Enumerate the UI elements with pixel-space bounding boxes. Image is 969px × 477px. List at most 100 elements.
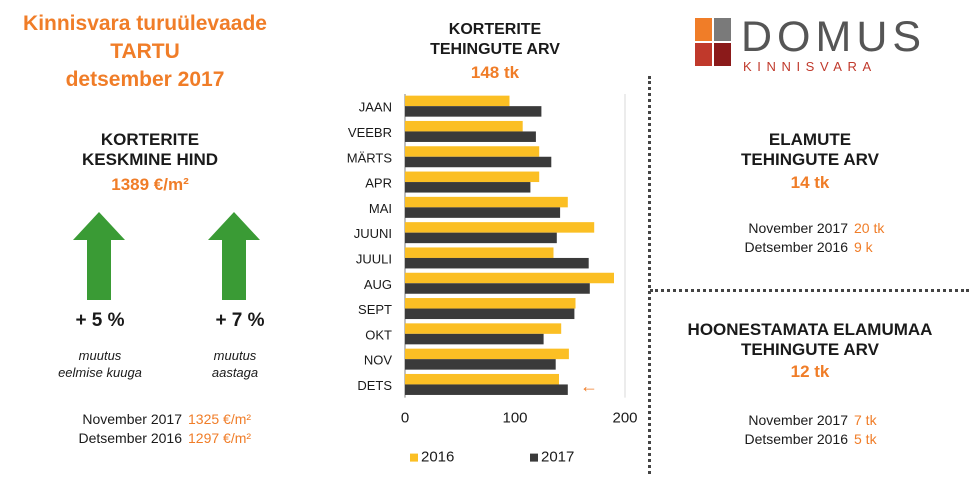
houses-value: 14 tk (790, 173, 830, 192)
arrow-up-icon (73, 212, 125, 300)
category-label: JAAN (359, 100, 392, 115)
bar-2017 (405, 207, 561, 218)
legend-label: 2017 (541, 449, 574, 466)
compare-value: 1325 €/m² (188, 411, 252, 427)
bar-2016 (405, 298, 576, 309)
land-heading: HOONESTAMATA ELAMUMAA TEHINGUTE ARV (660, 320, 960, 360)
arrow-up-icon (208, 212, 260, 300)
compare-label: November 2017 (82, 411, 182, 427)
category-label: APR (365, 176, 392, 191)
avg-price-heading-line-1: KORTERITE (100, 130, 200, 149)
land-value: 12 tk (790, 362, 830, 381)
bar-2017 (405, 283, 590, 294)
bar-2017 (405, 257, 589, 269)
change-month: + 5 % (75, 310, 125, 331)
bar-2017 (405, 333, 544, 345)
change-year-note: muutus aastaga (175, 347, 295, 381)
category-label: NOV (364, 353, 393, 368)
category-label: MAI (369, 201, 392, 216)
houses-heading: ELAMUTE TEHINGUTE ARV (700, 130, 920, 170)
logo-sub: KINNISVARA (743, 59, 877, 74)
legend-swatch-2017 (530, 453, 538, 462)
bar-2016 (405, 348, 569, 360)
land-compare: November 2017 7 tk Detsember 2016 5 tk (724, 411, 877, 449)
transactions-bar-chart: JAAN VEEBR MÄRTS APR MAI JUUNI JUULI AUG SEPT OKT… (347, 94, 638, 466)
bar-2017 (405, 156, 552, 168)
compare-label: November 2017 (748, 412, 848, 428)
logo-mark-icon (695, 18, 731, 66)
avg-price-heading-line-2: KESKMINE HIND (81, 150, 218, 169)
compare-value: 1297 €/m² (188, 430, 252, 446)
compare-row: November 2017 1325 €/m² (58, 410, 251, 429)
compare-row: Detsember 2016 5 tk (724, 430, 877, 449)
bar-2017 (405, 182, 531, 193)
bar-2017 (405, 384, 568, 395)
avg-price-heading: KORTERITE KESKMINE HIND (50, 130, 250, 170)
compare-value: 7 tk (854, 412, 877, 428)
compare-value: 5 tk (854, 431, 877, 447)
bar-2016 (405, 196, 568, 208)
houses-compare: November 2017 20 tk Detsember 2016 9 k (724, 219, 884, 257)
apartments-heading-line-2: TEHINGUTE ARV (430, 41, 560, 58)
compare-row: November 2017 20 tk (724, 219, 884, 238)
bar-2016 (405, 222, 595, 233)
divider-vertical (648, 76, 651, 474)
change-month-note-line-1: muutus (78, 348, 122, 363)
bar-2016 (405, 146, 540, 157)
bar-2017 (405, 359, 556, 370)
bar-2017 (405, 308, 575, 320)
category-label: DETS (357, 378, 392, 393)
x-tick-label: 0 (401, 410, 409, 427)
bar-2016 (405, 272, 614, 284)
title-line-2: TARTU (110, 40, 180, 63)
category-label: SEPT (358, 302, 392, 317)
report-title: Kinnisvara turuülevaade TARTU detsember … (0, 10, 290, 94)
compare-label: November 2017 (748, 220, 848, 236)
compare-label: Detsember 2016 (78, 430, 182, 446)
bar-2017 (405, 232, 557, 244)
change-year: + 7 % (215, 310, 265, 331)
compare-value: 20 tk (854, 220, 885, 236)
category-label: JUUNI (354, 226, 392, 241)
land-heading-line-1: HOONESTAMATA ELAMUMAA (687, 320, 933, 339)
apartments-value: 148 tk (470, 63, 520, 82)
bar-2016 (405, 171, 540, 183)
category-label: AUG (364, 277, 392, 292)
legend-swatch-2016 (410, 453, 418, 462)
annotation-arrow-icon: ← (580, 376, 598, 396)
bar-2017 (405, 106, 542, 117)
bar-2017 (405, 131, 536, 142)
change-month-note: muutus eelmise kuuga (40, 347, 160, 381)
compare-row: Detsember 2016 1297 €/m² (58, 429, 251, 448)
bar-2016 (405, 95, 510, 107)
avg-price-compare: November 2017 1325 €/m² Detsember 2016 129… (58, 410, 251, 448)
bar-2016 (405, 323, 562, 334)
compare-row: Detsember 2016 9 k (724, 238, 884, 257)
title-line-1: Kinnisvara turuülevaade (23, 12, 267, 35)
houses-heading-line-2: TEHINGUTE ARV (741, 150, 879, 169)
land-heading-line-2: TEHINGUTE ARV (741, 340, 879, 359)
category-label: JUULI (356, 251, 392, 266)
change-year-note-line-1: muutus (213, 348, 257, 363)
houses-heading-line-1: ELAMUTE (768, 130, 852, 149)
logo-brand: DOMUS (741, 13, 927, 61)
category-label: OKT (365, 327, 392, 342)
x-tick-label: 100 (502, 410, 527, 427)
compare-label: Detsember 2016 (744, 431, 848, 447)
bar-2016 (405, 373, 559, 385)
legend-label: 2016 (421, 449, 454, 466)
apartments-heading-line-1: KORTERITE (448, 21, 542, 38)
x-tick-label: 200 (612, 410, 637, 427)
compare-label: Detsember 2016 (744, 239, 848, 255)
title-line-3: detsember 2017 (65, 68, 225, 91)
category-label: VEEBR (348, 125, 392, 140)
change-year-note-line-2: aastaga (211, 365, 259, 380)
compare-row: November 2017 7 tk (724, 411, 877, 430)
category-label: MÄRTS (347, 150, 393, 165)
divider-horizontal (650, 289, 969, 292)
avg-price-value: 1389 €/m² (111, 175, 189, 194)
bar-2016 (405, 247, 554, 258)
apartments-heading: KORTERITE TEHINGUTE ARV (395, 20, 595, 60)
change-month-note-line-2: eelmise kuuga (58, 365, 142, 380)
domus-logo: DOMUS KINNISVARA (683, 12, 941, 80)
